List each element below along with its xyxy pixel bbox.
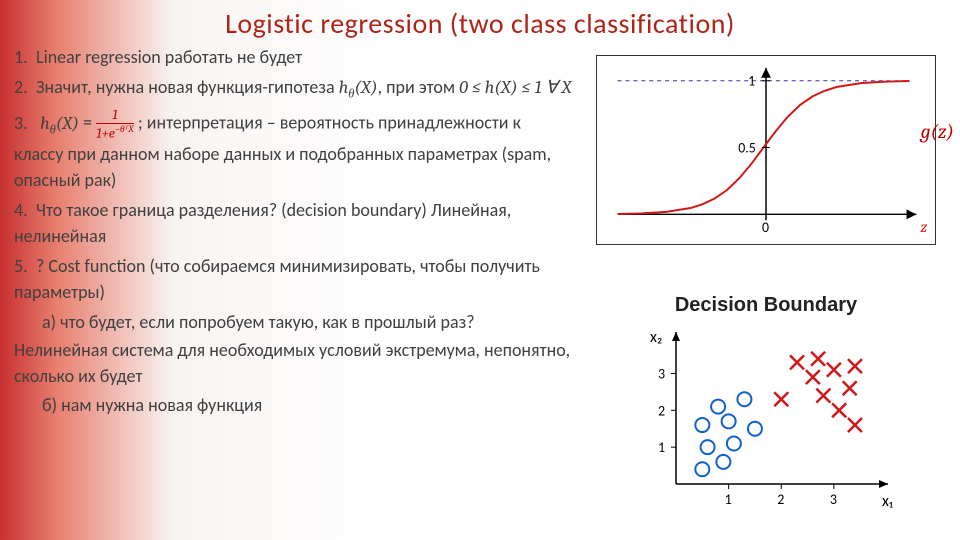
text-content: 1.Linear regression работать не будет 2.…	[14, 44, 574, 418]
svg-text:x₁: x₁	[882, 492, 893, 511]
decision-boundary-chart: Decision Boundary 1 1 2 2 3 3 x₁ x₂	[626, 290, 906, 520]
sigmoid-svg: 0.5 1 0 z	[597, 56, 935, 244]
sub-b: б) нам нужна новая функция	[14, 392, 574, 418]
text-5: ? Cost function (что собираемся минимизи…	[14, 255, 540, 303]
sigmoid-chart: 0.5 1 0 z	[596, 55, 936, 245]
db-svg: 1 1 2 2 3 3 x₁ x₂	[626, 319, 906, 514]
slide-title: Logistic regression (two class classific…	[0, 0, 960, 41]
gz-label: g(z)	[921, 120, 954, 143]
math-bounds: 0 ≤ h(X) ≤ 1 ∀ X	[459, 77, 571, 98]
text-4: Что такое граница разделения? (decision …	[14, 199, 511, 247]
item-4: 4.Что такое граница разделения? (decisio…	[14, 197, 574, 249]
math-htheta-2: hθ(X)	[40, 113, 79, 134]
sub-a: а) что будет, если попробуем такую, как …	[14, 309, 574, 335]
item-3: 3. hθ(X) = 11+e−θᵀX ; интерпретация – ве…	[14, 108, 574, 193]
svg-text:2: 2	[777, 491, 784, 508]
svg-text:1: 1	[725, 491, 732, 508]
svg-text:0: 0	[762, 219, 769, 236]
fraction: 11+e−θᵀX	[96, 108, 134, 141]
num-2: 2.	[14, 74, 36, 100]
item-5: 5.? Cost function (что собираемся миними…	[14, 253, 574, 305]
para-extremum: Нелинейная система для необходимых услов…	[14, 337, 574, 389]
eq: =	[79, 112, 96, 134]
num-5: 5.	[14, 253, 36, 279]
svg-text:3: 3	[658, 365, 665, 382]
db-title: Decision Boundary	[626, 290, 906, 319]
text-1: Linear regression работать не будет	[36, 46, 302, 68]
math-htheta-1: hθ(X)	[339, 77, 378, 98]
svg-text:x₂: x₂	[650, 328, 662, 347]
svg-text:1: 1	[658, 439, 665, 456]
svg-text:2: 2	[658, 402, 665, 419]
num-3: 3.	[14, 110, 36, 136]
svg-text:0.5: 0.5	[738, 139, 756, 156]
svg-text:z: z	[920, 218, 927, 236]
num-1: 1.	[14, 44, 36, 70]
svg-text:3: 3	[830, 491, 837, 508]
svg-text:1: 1	[748, 73, 755, 90]
num-4: 4.	[14, 197, 36, 223]
item-2: 2.Значит, нужна новая функция-гипотеза h…	[14, 74, 574, 104]
item-1: 1.Linear regression работать не будет	[14, 44, 574, 70]
text-2a: Значит, нужна новая функция-гипотеза	[36, 76, 339, 98]
text-2b: , при этом	[378, 76, 460, 98]
